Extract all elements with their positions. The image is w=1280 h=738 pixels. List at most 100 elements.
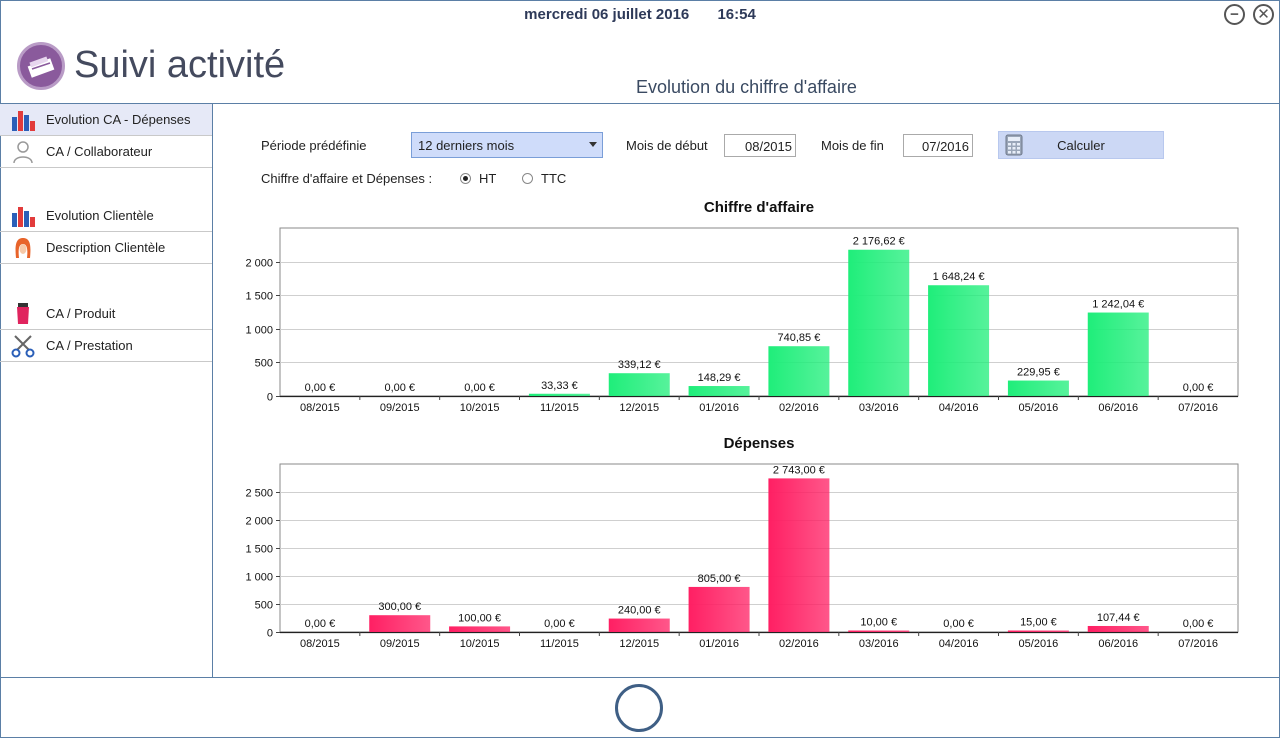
start-month-label: Mois de début bbox=[626, 138, 708, 153]
sidebar-item-evolution-clientele[interactable]: Evolution Clientèle bbox=[0, 200, 212, 232]
chevron-down-icon bbox=[589, 142, 597, 147]
end-month-label: Mois de fin bbox=[821, 138, 884, 153]
y-tick-label: 1 500 bbox=[245, 544, 273, 556]
x-tick-label: 01/2016 bbox=[699, 638, 739, 650]
x-tick-label: 12/2015 bbox=[619, 402, 659, 414]
x-tick-label: 05/2016 bbox=[1019, 402, 1059, 414]
x-tick-label: 01/2016 bbox=[699, 402, 739, 414]
calculate-button[interactable]: Calculer bbox=[998, 131, 1164, 159]
period-label: Période prédéfinie bbox=[261, 138, 367, 153]
bar-03/2016 bbox=[848, 249, 910, 396]
close-button[interactable]: ✕ bbox=[1253, 4, 1274, 25]
bar-value-label: 240,00 € bbox=[618, 605, 661, 617]
expenses-chart-title: Dépenses bbox=[723, 435, 795, 452]
bar-04/2016 bbox=[928, 285, 990, 396]
period-select-value: 12 derniers mois bbox=[418, 138, 515, 153]
bar-chart-icon bbox=[0, 104, 46, 136]
bar-value-label: 740,85 € bbox=[778, 332, 821, 344]
sidebar-item-ca-collaborateur[interactable]: CA / Collaborateur bbox=[0, 136, 212, 168]
bar-value-label: 1 648,24 € bbox=[933, 271, 985, 283]
bar-value-label: 0,00 € bbox=[1183, 618, 1214, 630]
x-tick-label: 07/2016 bbox=[1178, 402, 1218, 414]
bar-05/2016 bbox=[1007, 630, 1069, 632]
tax-mode-label: Chiffre d'affaire et Dépenses : bbox=[261, 171, 433, 186]
bar-value-label: 0,00 € bbox=[384, 382, 415, 394]
ttc-radio-label: TTC bbox=[541, 171, 567, 186]
bar-value-label: 805,00 € bbox=[698, 573, 741, 585]
expenses-bar-chart: 0 500 1 000 1 500 2 000 2 500 0,00 € 08/2015 300… bbox=[245, 463, 1239, 650]
x-tick-label: 12/2015 bbox=[619, 638, 659, 650]
calculator-icon bbox=[999, 134, 1029, 156]
bar-06/2016 bbox=[1087, 625, 1149, 632]
x-tick-label: 02/2016 bbox=[779, 638, 819, 650]
loading-ring-icon bbox=[615, 684, 663, 732]
bar-12/2015 bbox=[608, 618, 670, 632]
footer-divider bbox=[0, 677, 1280, 678]
bar-02/2016 bbox=[768, 346, 830, 396]
page-title: Evolution du chiffre d'affaire bbox=[636, 77, 857, 97]
bar-value-label: 148,29 € bbox=[698, 372, 741, 384]
current-date: mercredi 06 juillet 2016 bbox=[524, 6, 690, 23]
datetime-display: mercredi 06 juillet 2016 16:54 bbox=[0, 6, 1280, 23]
bar-chart-icon bbox=[0, 200, 46, 232]
sidebar-item-evolution-ca-depenses[interactable]: Evolution CA - Dépenses bbox=[0, 104, 212, 136]
calculate-button-label: Calculer bbox=[1057, 137, 1105, 153]
y-tick-label: 2 000 bbox=[245, 258, 273, 270]
x-tick-label: 09/2015 bbox=[380, 402, 420, 414]
x-tick-label: 11/2015 bbox=[540, 402, 579, 414]
sidebar: Evolution CA - Dépenses CA / Collaborate… bbox=[0, 104, 213, 677]
bar-10/2015 bbox=[449, 626, 511, 632]
bar-06/2016 bbox=[1087, 312, 1149, 396]
bar-value-label: 10,00 € bbox=[860, 617, 897, 629]
bar-value-label: 2 176,62 € bbox=[853, 236, 905, 248]
end-month-input[interactable]: 07/2016 bbox=[903, 134, 973, 157]
x-tick-label: 05/2016 bbox=[1019, 638, 1059, 650]
x-tick-label: 08/2015 bbox=[300, 402, 340, 414]
bar-value-label: 33,33 € bbox=[541, 380, 578, 392]
y-tick-label: 0 bbox=[267, 628, 273, 640]
ttc-radio[interactable] bbox=[522, 173, 533, 184]
x-tick-label: 07/2016 bbox=[1178, 638, 1218, 650]
bar-value-label: 100,00 € bbox=[458, 612, 501, 624]
bar-value-label: 229,95 € bbox=[1017, 367, 1060, 379]
header-divider bbox=[0, 103, 1280, 104]
period-select[interactable]: 12 derniers mois bbox=[411, 132, 603, 158]
app-logo bbox=[17, 42, 65, 90]
bar-value-label: 2 743,00 € bbox=[773, 464, 825, 476]
sidebar-item-label: CA / Produit bbox=[46, 306, 116, 321]
current-time: 16:54 bbox=[717, 6, 756, 23]
woman-hair-icon bbox=[0, 232, 46, 264]
ht-radio[interactable] bbox=[460, 173, 471, 184]
sidebar-item-ca-produit[interactable]: CA / Produit bbox=[0, 298, 212, 330]
minimize-button[interactable]: − bbox=[1224, 4, 1245, 25]
sidebar-item-ca-prestation[interactable]: CA / Prestation bbox=[0, 330, 212, 362]
sidebar-item-label: CA / Collaborateur bbox=[46, 144, 153, 159]
sidebar-item-description-clientele[interactable]: Description Clientèle bbox=[0, 232, 212, 264]
y-tick-label: 0 bbox=[267, 392, 273, 404]
x-tick-label: 11/2015 bbox=[540, 638, 579, 650]
bar-12/2015 bbox=[608, 373, 670, 396]
bar-value-label: 0,00 € bbox=[544, 618, 575, 630]
y-tick-label: 500 bbox=[255, 600, 273, 612]
x-tick-label: 06/2016 bbox=[1098, 638, 1138, 650]
bar-01/2016 bbox=[688, 586, 750, 632]
bar-value-label: 0,00 € bbox=[464, 382, 495, 394]
revenue-bar-chart: 0 500 1 000 1 500 2 000 0,00 € 08/2015 0,00 € 09… bbox=[245, 227, 1239, 414]
product-tube-icon bbox=[0, 298, 46, 330]
bar-05/2016 bbox=[1007, 380, 1069, 396]
bar-value-label: 300,00 € bbox=[378, 601, 421, 613]
x-tick-label: 03/2016 bbox=[859, 638, 899, 650]
x-tick-label: 04/2016 bbox=[939, 638, 979, 650]
start-month-input[interactable]: 08/2015 bbox=[724, 134, 796, 157]
bar-01/2016 bbox=[688, 386, 750, 396]
x-tick-label: 03/2016 bbox=[859, 402, 899, 414]
bar-value-label: 0,00 € bbox=[305, 382, 336, 394]
bar-value-label: 339,12 € bbox=[618, 359, 661, 371]
revenue-chart-title: Chiffre d'affaire bbox=[703, 199, 815, 216]
bar-value-label: 0,00 € bbox=[305, 618, 336, 630]
x-tick-label: 02/2016 bbox=[779, 402, 819, 414]
minus-circle-icon: − bbox=[1230, 6, 1239, 23]
x-tick-label: 10/2015 bbox=[460, 638, 500, 650]
close-circle-icon: ✕ bbox=[1257, 6, 1270, 23]
y-tick-label: 500 bbox=[255, 358, 273, 370]
